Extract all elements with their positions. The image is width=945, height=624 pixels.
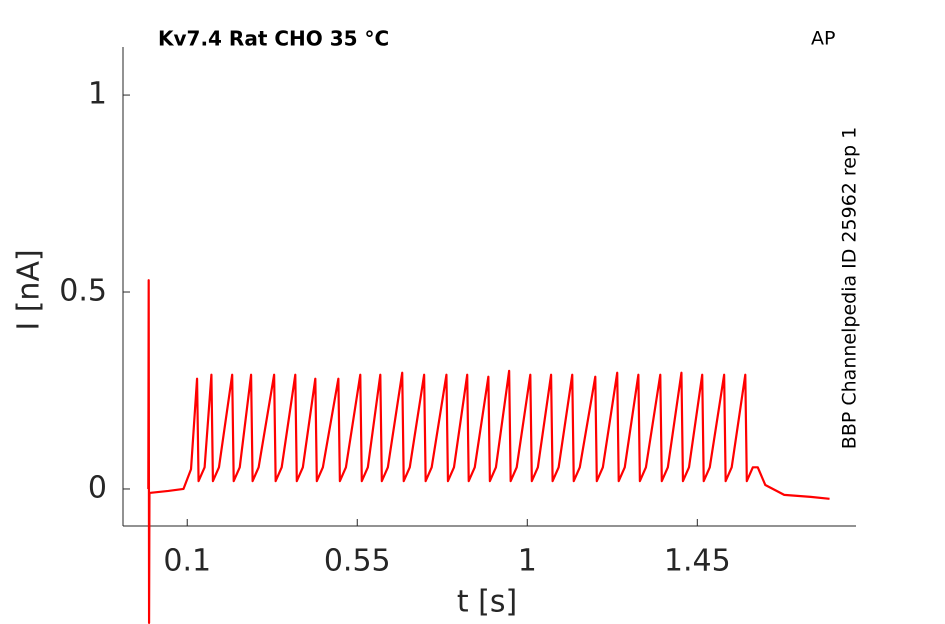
x-tick-label: 0.55: [324, 544, 391, 579]
x-tick-label: 1.45: [664, 544, 731, 579]
y-tick-label: 0.5: [59, 274, 107, 309]
annotation: AP: [811, 28, 835, 50]
current-trace: [147, 279, 830, 624]
y-axis-label: I [nA]: [12, 249, 47, 330]
side-text: BBP Channelpedia ID 25962 rep 1: [839, 127, 861, 449]
x-axis-label: t [s]: [457, 585, 517, 620]
y-tick-label: 1: [88, 77, 107, 112]
chart-title: Kv7.4 Rat CHO 35 °C: [158, 27, 389, 51]
x-tick-label: 0.1: [163, 544, 211, 579]
x-tick-label: 1: [518, 544, 537, 579]
y-tick-label: 0: [88, 470, 107, 505]
